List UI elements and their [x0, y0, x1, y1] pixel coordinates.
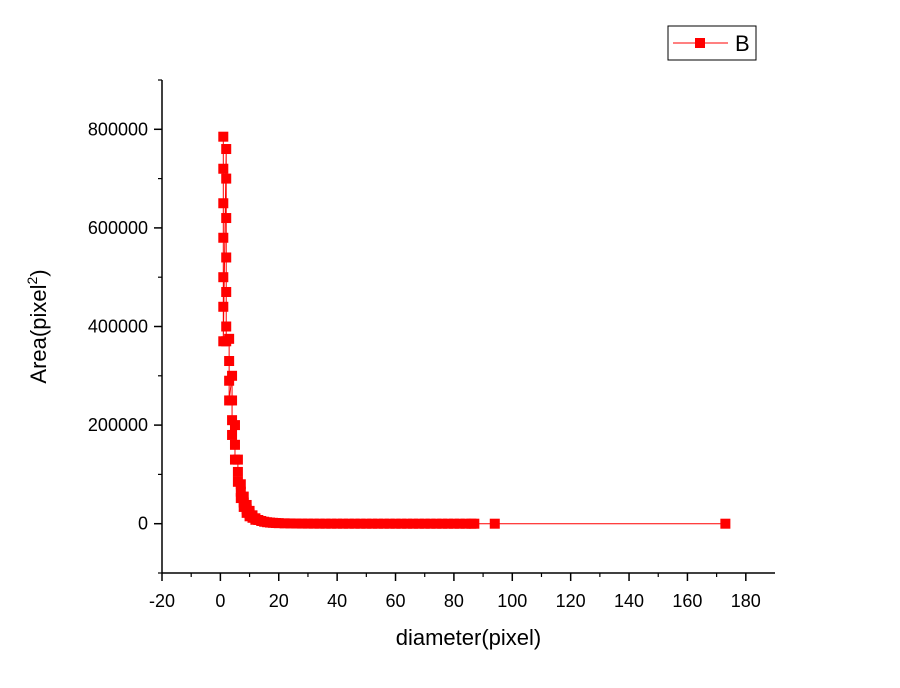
data-point — [419, 518, 430, 529]
x-tick-label: 100 — [497, 591, 527, 611]
data-point — [221, 144, 232, 155]
data-point — [320, 518, 331, 529]
y-tick-label: 600000 — [88, 218, 148, 238]
y-tick-label: 200000 — [88, 415, 148, 435]
data-point — [425, 518, 436, 529]
data-point — [232, 466, 243, 477]
x-axis-title: diameter(pixel) — [396, 625, 542, 650]
data-point — [221, 321, 232, 332]
y-axis-title-suffix: ) — [26, 269, 51, 276]
data-point — [332, 518, 343, 529]
data-point — [373, 518, 384, 529]
data-point — [279, 518, 290, 529]
data-point — [285, 518, 296, 529]
x-tick-label: 80 — [444, 591, 464, 611]
data-point — [221, 173, 232, 184]
data-point — [396, 518, 407, 529]
data-point — [390, 518, 401, 529]
data-point — [361, 518, 372, 529]
axes: -20 0 20 40 60 80 100 120 140 160 180 0 200000 40000… — [88, 79, 775, 611]
x-ticks: -20 0 20 40 60 80 100 120 140 160 180 — [149, 573, 761, 611]
y-tick-label: 800000 — [88, 119, 148, 139]
legend-label: B — [735, 31, 750, 56]
data-point — [291, 518, 302, 529]
y-tick-label: 0 — [138, 514, 148, 534]
data-point — [469, 518, 480, 529]
data-point — [349, 518, 360, 529]
data-point — [218, 232, 229, 243]
data-point — [218, 131, 229, 142]
data-point — [720, 518, 731, 529]
x-tick-label: 20 — [269, 591, 289, 611]
x-tick-label: 60 — [386, 591, 406, 611]
y-tick-label: 400000 — [88, 317, 148, 337]
x-tick-label: 0 — [215, 591, 225, 611]
series-line — [222, 136, 726, 525]
x-tick-label: 160 — [672, 591, 702, 611]
data-point — [337, 518, 348, 529]
data-point — [302, 518, 313, 529]
data-point — [460, 518, 471, 529]
data-point — [227, 370, 238, 381]
data-point — [273, 518, 284, 529]
y-ticks: 0 200000 400000 600000 800000 — [88, 79, 162, 574]
data-point — [229, 439, 240, 450]
y-axis-title-main: Area(pixel — [26, 285, 51, 384]
series-layer — [218, 131, 731, 529]
data-point — [218, 163, 229, 174]
data-point — [218, 198, 229, 209]
data-point — [227, 395, 238, 406]
data-point — [454, 518, 465, 529]
data-point — [489, 518, 500, 529]
data-point — [384, 518, 395, 529]
data-point — [308, 518, 319, 529]
data-point — [224, 333, 235, 344]
data-point — [378, 518, 389, 529]
x-tick-label: -20 — [149, 591, 175, 611]
data-point — [413, 518, 424, 529]
legend-marker — [695, 38, 705, 48]
y-axis-title: Area(pixel2) — [24, 269, 51, 383]
data-point — [443, 518, 454, 529]
legend: B — [667, 25, 757, 61]
data-point — [314, 518, 325, 529]
data-point — [227, 429, 238, 440]
data-point — [326, 518, 337, 529]
data-point — [235, 479, 246, 490]
data-point — [437, 518, 448, 529]
data-point — [229, 420, 240, 431]
data-point — [355, 518, 366, 529]
x-tick-label: 140 — [614, 591, 644, 611]
data-point — [402, 518, 413, 529]
data-point — [343, 518, 354, 529]
x-tick-label: 40 — [327, 591, 347, 611]
data-point — [221, 213, 232, 224]
data-point — [448, 518, 459, 529]
x-tick-label: 120 — [556, 591, 586, 611]
data-point — [218, 301, 229, 312]
data-point — [408, 518, 419, 529]
data-point — [221, 252, 232, 263]
x-tick-label: 180 — [731, 591, 761, 611]
data-point — [238, 491, 249, 502]
data-point — [431, 518, 442, 529]
data-point — [297, 518, 308, 529]
data-point — [221, 286, 232, 297]
data-point — [224, 356, 235, 367]
data-point — [367, 518, 378, 529]
data-point — [218, 272, 229, 283]
y-axis-title-superscript: 2 — [24, 277, 40, 285]
data-point — [232, 454, 243, 465]
